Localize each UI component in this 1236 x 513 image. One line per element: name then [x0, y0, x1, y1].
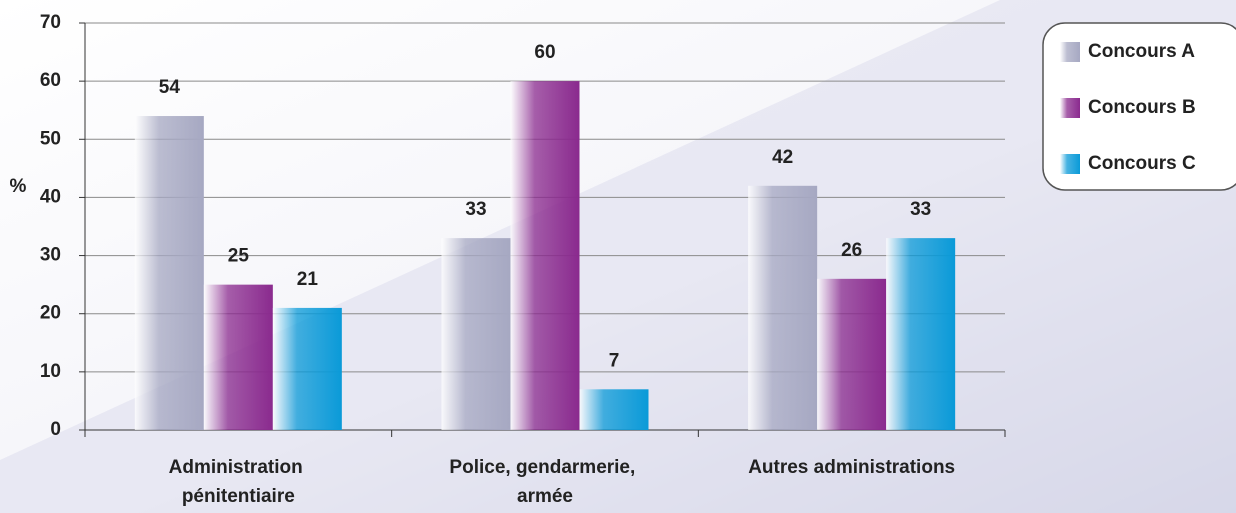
- legend-swatch: [1060, 42, 1080, 62]
- legend-swatch: [1060, 98, 1080, 118]
- y-tick-label: 20: [40, 303, 61, 324]
- value-label: 60: [534, 42, 555, 63]
- value-label: 33: [910, 199, 931, 220]
- value-label: 25: [228, 246, 250, 267]
- bar: [580, 389, 649, 430]
- x-tick-label: Autres administrations: [748, 457, 955, 478]
- legend-label: Concours C: [1088, 153, 1196, 174]
- legend-label: Concours A: [1088, 41, 1195, 62]
- value-label: 33: [465, 199, 486, 220]
- bar: [748, 186, 817, 430]
- bar: [442, 238, 511, 430]
- y-tick-label: 0: [50, 419, 61, 440]
- y-tick-label: 50: [40, 128, 61, 149]
- legend-label: Concours B: [1088, 97, 1196, 118]
- bar: [511, 81, 580, 430]
- value-label: 7: [609, 350, 620, 371]
- bar: [817, 279, 886, 430]
- bar: [273, 308, 342, 430]
- y-tick-label: 70: [40, 12, 61, 33]
- y-tick-label: 10: [40, 361, 61, 382]
- value-label: 42: [772, 147, 793, 168]
- value-label: 54: [159, 77, 181, 98]
- y-tick-label: 40: [40, 186, 61, 207]
- y-axis-label: %: [10, 176, 27, 197]
- chart: % 010203040506070542521Administration pé…: [0, 0, 1236, 513]
- bar: [135, 116, 204, 430]
- y-tick-label: 30: [40, 245, 61, 266]
- y-tick-label: 60: [40, 70, 61, 91]
- bar: [204, 285, 273, 430]
- value-label: 26: [841, 240, 862, 261]
- bar: [886, 238, 955, 430]
- legend-swatch: [1060, 154, 1080, 174]
- value-label: 21: [297, 269, 319, 290]
